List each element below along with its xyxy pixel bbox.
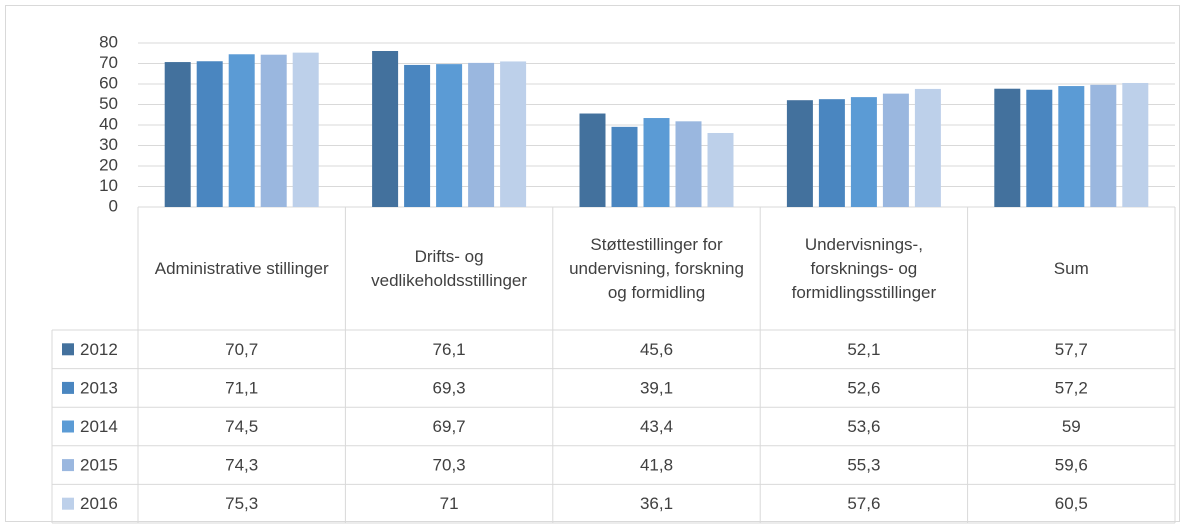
legend-label: 2015 (80, 456, 118, 475)
y-tick-label: 50 (99, 94, 118, 113)
legend-label: 2016 (80, 494, 118, 513)
bar (228, 54, 255, 208)
bar (196, 61, 223, 208)
bar (292, 52, 319, 208)
bar (643, 118, 670, 207)
data-table-value: 36,1 (640, 494, 673, 513)
data-table-value: 59,6 (1055, 456, 1088, 475)
bar (372, 50, 399, 208)
y-tick-label: 70 (99, 53, 118, 72)
bar (994, 88, 1021, 207)
bar (882, 93, 909, 207)
bar (1026, 89, 1053, 207)
data-table-value: 43,4 (640, 417, 673, 436)
data-table-value: 55,3 (847, 456, 880, 475)
legend-swatch (62, 459, 74, 472)
legend-label: 2014 (80, 417, 118, 436)
legend-swatch (62, 343, 74, 356)
data-table-value: 52,1 (847, 340, 880, 359)
data-table-value: 41,8 (640, 456, 673, 475)
data-table-value: 74,5 (225, 417, 258, 436)
chart-border (5, 5, 1180, 522)
legend-swatch (62, 420, 74, 433)
category-label: Støttestillinger for undervisning, forsk… (569, 234, 744, 302)
category-label: Drifts- og vedlikeholdsstillinger (371, 246, 528, 290)
data-table-value: 45,6 (640, 340, 673, 359)
y-tick-label: 40 (99, 114, 118, 133)
data-table-value: 69,7 (433, 417, 466, 436)
bar (260, 54, 287, 208)
bar (1122, 82, 1149, 207)
data-table-value: 74,3 (225, 456, 258, 475)
category-label: Administrative stillinger (154, 258, 329, 278)
y-tick-label: 0 (109, 196, 118, 215)
data-table-value: 60,5 (1055, 494, 1088, 513)
data-table-value: 70,7 (225, 340, 258, 359)
data-table-value: 57,6 (847, 494, 880, 513)
category-label: Sum (1053, 258, 1089, 278)
data-table-value: 76,1 (433, 340, 466, 359)
y-tick-label: 80 (99, 32, 118, 51)
y-tick-label: 60 (99, 73, 118, 92)
y-tick-label: 10 (99, 176, 118, 195)
bar (914, 88, 941, 207)
data-table-value: 70,3 (433, 456, 466, 475)
data-table-value: 71 (440, 494, 459, 513)
bar (579, 113, 606, 207)
bar (500, 61, 527, 208)
bar (1090, 84, 1117, 207)
bar (850, 97, 877, 207)
data-table-value: 52,6 (847, 378, 880, 397)
legend-label: 2013 (80, 378, 118, 397)
data-table-value: 57,7 (1055, 340, 1088, 359)
category-label: Undervisnings-, forsknings- og formidlin… (791, 234, 937, 302)
data-table-value: 69,3 (433, 378, 466, 397)
bar (436, 64, 463, 208)
legend-label: 2012 (80, 340, 118, 359)
legend-swatch (62, 381, 74, 394)
bar (164, 62, 191, 207)
data-table-value: 59 (1062, 417, 1081, 436)
data-table-value: 57,2 (1055, 378, 1088, 397)
bar (404, 64, 431, 207)
bar (1058, 86, 1085, 207)
data-table-value: 75,3 (225, 494, 258, 513)
data-table-value: 53,6 (847, 417, 880, 436)
y-tick-label: 20 (99, 155, 118, 174)
bar (675, 121, 702, 207)
data-table-value: 39,1 (640, 378, 673, 397)
bar (707, 132, 734, 207)
bar (611, 126, 638, 207)
bar (786, 100, 813, 207)
bar (818, 99, 845, 207)
bar (468, 62, 495, 208)
y-tick-label: 30 (99, 135, 118, 154)
legend-swatch (62, 497, 74, 510)
data-table-value: 71,1 (225, 378, 258, 397)
